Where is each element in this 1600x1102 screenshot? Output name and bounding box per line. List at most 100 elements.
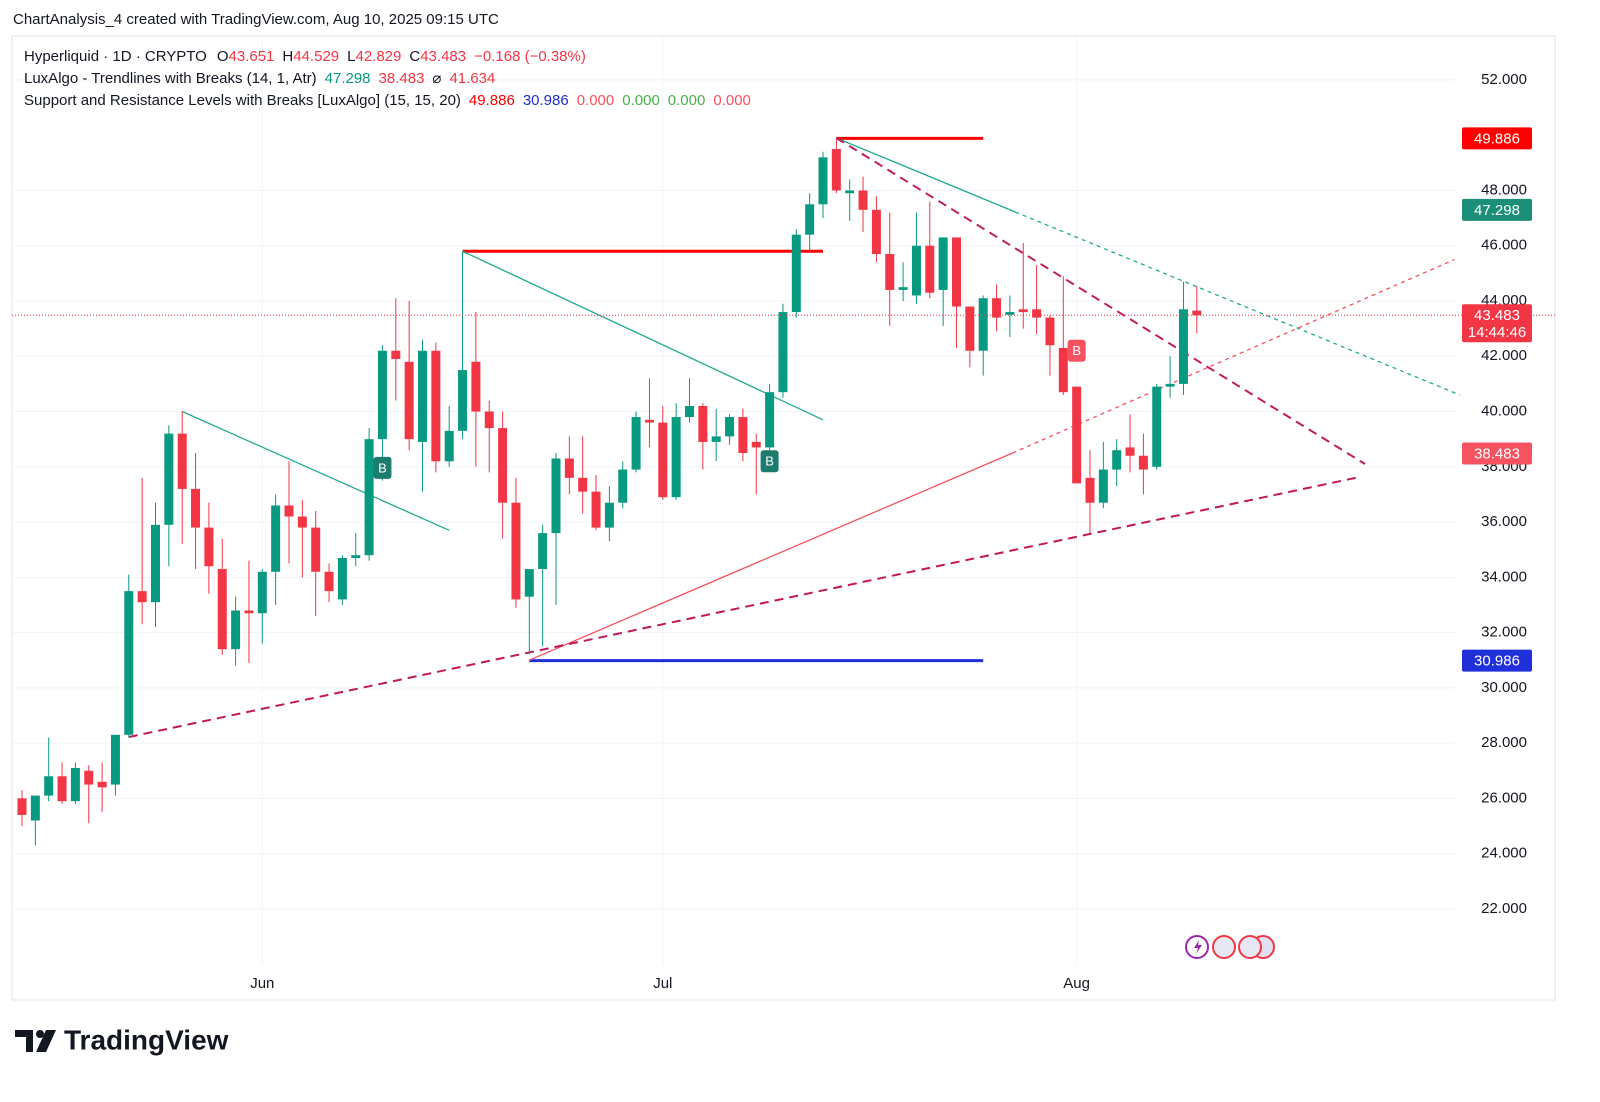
candle-body xyxy=(217,569,227,650)
candle-body xyxy=(1018,309,1028,313)
candle-body xyxy=(1085,477,1095,503)
price-tag-label: 47.298 xyxy=(1474,202,1520,219)
logo-icon xyxy=(15,1030,33,1052)
y-tick-label: 22.000 xyxy=(1481,900,1527,917)
candle-body xyxy=(738,417,748,453)
candle-body xyxy=(831,149,841,191)
candle-body xyxy=(725,417,735,437)
candle-body xyxy=(458,370,468,431)
trendline xyxy=(1014,211,1461,396)
event-icon xyxy=(1238,935,1262,959)
y-tick-label: 30.000 xyxy=(1481,679,1527,696)
candle-body xyxy=(765,392,775,448)
candle-body xyxy=(658,422,668,498)
logo-text: TradingView xyxy=(64,1024,229,1055)
trendline xyxy=(462,250,824,421)
y-tick-label: 40.000 xyxy=(1481,402,1527,419)
y-tick-label: 28.000 xyxy=(1481,734,1527,751)
candle-body xyxy=(818,157,828,205)
change: −0.168 (−0.38%) xyxy=(474,48,586,65)
candle-body xyxy=(685,405,694,418)
candle-body xyxy=(257,571,267,614)
candle-body xyxy=(578,477,588,492)
candle-body xyxy=(1005,312,1015,315)
candle-body xyxy=(1152,386,1162,467)
candle-body xyxy=(271,505,281,572)
logo-icon xyxy=(36,1030,56,1052)
candle-body xyxy=(711,436,721,442)
y-tick-label: 46.000 xyxy=(1481,237,1527,254)
countdown: 14:44:46 xyxy=(1468,324,1526,341)
candle-body xyxy=(1058,347,1068,393)
candle-body xyxy=(591,491,601,528)
candle-body xyxy=(324,571,334,592)
indicator-value: 0.000 xyxy=(622,92,660,109)
candle-body xyxy=(17,798,27,815)
candle-body xyxy=(1165,383,1175,387)
logo: TradingView xyxy=(15,1024,229,1055)
candle-body xyxy=(471,361,481,412)
indicator-name: LuxAlgo - Trendlines with Breaks (14, 1,… xyxy=(24,70,317,87)
legend-main: Hyperliquid · 1D · CRYPTO O43.651 H44.529 L… xyxy=(24,48,586,65)
price-tag xyxy=(1462,304,1532,343)
candle-body xyxy=(604,502,614,528)
candle-body xyxy=(70,767,80,802)
candle-body xyxy=(1138,455,1148,470)
candle-body xyxy=(30,795,40,821)
candle-body xyxy=(938,237,948,290)
event-icon xyxy=(1194,940,1202,954)
price-tag-label: 49.886 xyxy=(1474,130,1520,147)
y-tick-label: 36.000 xyxy=(1481,513,1527,530)
ohlc-value: 43.651 xyxy=(229,48,275,65)
price-tag-label: 38.483 xyxy=(1474,445,1520,462)
candle-body xyxy=(110,734,120,785)
break-marker xyxy=(373,456,392,479)
candle-body xyxy=(791,234,801,313)
indicator-value: 0.000 xyxy=(713,92,751,109)
candle-body xyxy=(698,405,708,442)
logo-icon xyxy=(36,1030,44,1038)
candle-body xyxy=(671,417,681,498)
break-marker xyxy=(1067,339,1086,362)
candle-body xyxy=(177,433,187,489)
candle-body xyxy=(204,527,214,567)
candle-body xyxy=(805,204,815,235)
break-label: B xyxy=(1072,343,1081,358)
ohlc-value: 43.483 xyxy=(420,48,466,65)
indicator-value: 49.886 xyxy=(469,92,515,109)
candle-body xyxy=(97,781,107,788)
candle-body xyxy=(124,591,134,735)
indicator-value: 0.000 xyxy=(577,92,615,109)
indicator-legend: LuxAlgo - Trendlines with Breaks (14, 1,… xyxy=(24,70,495,87)
y-tick-label: 42.000 xyxy=(1481,347,1527,364)
candle-body xyxy=(377,350,387,440)
candle-body xyxy=(778,312,788,393)
candle-body xyxy=(992,298,1002,318)
candle-body xyxy=(911,245,921,296)
candle-body xyxy=(484,411,494,429)
candle-body xyxy=(925,245,935,293)
candle-body xyxy=(151,524,160,603)
event-icon xyxy=(1212,935,1236,959)
candle-body xyxy=(137,591,147,603)
candle-body xyxy=(631,417,641,470)
attribution: ChartAnalysis_4 created with TradingView… xyxy=(13,11,499,28)
price-tag xyxy=(1462,442,1532,465)
y-tick-label: 26.000 xyxy=(1481,789,1527,806)
candle-body xyxy=(164,433,174,525)
candle-body xyxy=(311,527,321,572)
candle-body xyxy=(644,419,654,423)
break-label: B xyxy=(765,454,774,469)
candle-body xyxy=(84,770,94,785)
candle-body xyxy=(858,190,868,210)
candle-body xyxy=(364,439,374,556)
ohlc-label: C xyxy=(409,48,420,65)
price-tag-label: 43.483 xyxy=(1474,307,1520,324)
ohlc-label: L xyxy=(347,48,355,65)
candle-body xyxy=(284,505,294,517)
candle-body xyxy=(418,350,427,442)
candle-body xyxy=(1032,309,1042,318)
indicator-name: Support and Resistance Levels with Break… xyxy=(24,92,461,109)
